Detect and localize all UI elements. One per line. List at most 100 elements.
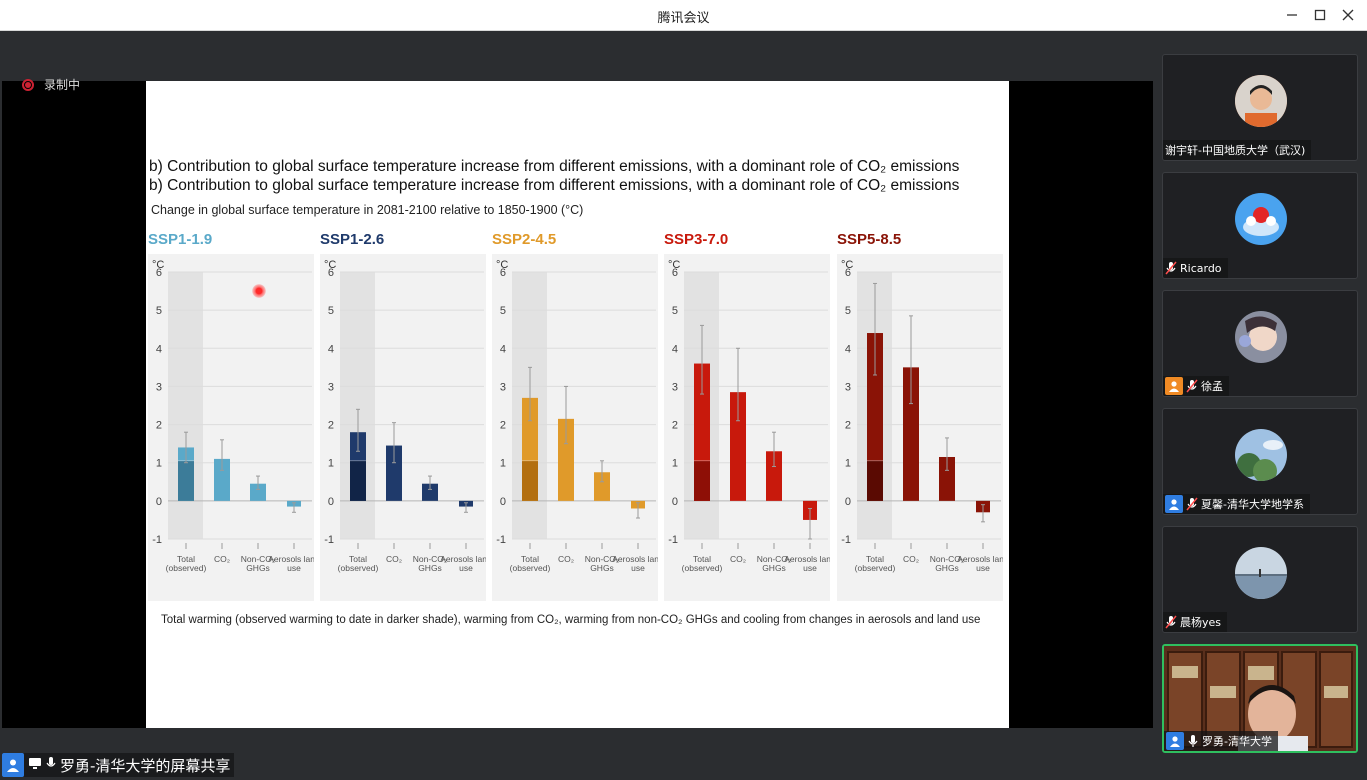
y-axis-unit: °C	[496, 259, 508, 271]
y-tick-label: 6	[845, 267, 851, 279]
maximize-button[interactable]	[1309, 4, 1331, 26]
y-tick-label: 0	[500, 496, 506, 508]
bar	[730, 392, 746, 501]
y-tick-label: -1	[496, 534, 506, 546]
y-tick-label: 2	[328, 420, 334, 432]
chart-title: SSP2-4.5	[492, 231, 557, 248]
chart-panel-ssp1-1-9: SSP1-1.9 °C -1 0 1 2 3 4 5 6 Total (observed) CO₂ No…	[148, 231, 314, 601]
participant-nametag: Ricardo	[1163, 258, 1228, 278]
y-tick-label: 1	[845, 458, 851, 470]
y-tick-label: 6	[500, 267, 506, 279]
x-tick-label: Non-CO₂ GHGs	[585, 554, 619, 573]
y-tick-label: 2	[845, 420, 851, 432]
y-axis-unit: °C	[668, 259, 680, 271]
x-tick-label: Total (observed)	[166, 554, 207, 573]
minimize-icon	[1287, 14, 1297, 16]
x-tick-label: Total (observed)	[338, 554, 379, 573]
participant-tile[interactable]: Ricardo	[1162, 172, 1358, 279]
x-tick-label: Total (observed)	[682, 554, 723, 573]
y-tick-label: 3	[672, 381, 678, 393]
y-tick-label: -1	[324, 534, 334, 546]
bar-observed-portion	[867, 460, 883, 501]
x-tick-label: Non-CO₂ GHGs	[241, 554, 275, 573]
y-tick-label: 1	[672, 458, 678, 470]
screen-share-label[interactable]: 罗勇-清华大学的屏幕共享	[2, 753, 235, 777]
y-tick-label: 5	[672, 305, 678, 317]
chart-plot: °C -1 0 1 2 3 4 5 6 Total (observed) CO₂ Non-CO₂ GHGs…	[837, 254, 1003, 601]
y-tick-label: 1	[500, 458, 506, 470]
bar-observed-portion	[522, 460, 538, 501]
mic-on-icon	[46, 756, 56, 774]
x-tick-label: CO₂	[730, 554, 746, 564]
y-tick-label: 0	[672, 496, 678, 508]
chart-title: SSP3-7.0	[664, 231, 729, 248]
y-tick-label: 4	[156, 343, 162, 355]
mic-muted-icon	[1165, 261, 1177, 275]
y-axis-unit: °C	[841, 259, 853, 271]
chart-plot: °C -1 0 1 2 3 4 5 6 Total (observed) CO₂ Non-CO₂ GHGs…	[320, 254, 486, 601]
minimize-button[interactable]	[1281, 4, 1303, 26]
chart-title: SSP1-1.9	[148, 231, 213, 248]
window-title-bar: 腾讯会议	[0, 0, 1367, 31]
y-tick-label: 1	[156, 458, 162, 470]
bar	[903, 367, 919, 501]
mic-on-icon	[1187, 734, 1199, 748]
avatar-landscape-icon	[1235, 429, 1287, 481]
y-tick-label: 6	[328, 267, 334, 279]
record-icon	[22, 78, 34, 91]
participant-sidebar[interactable]: 谢宇轩-中国地质大学（武汉) Ricardo 徐孟 夏馨-清华大学地学系	[1153, 31, 1367, 780]
bar-observed-portion	[178, 460, 194, 501]
chart-plot: °C -1 0 1 2 3 4 5 6 Total (observed) CO₂ Non-CO₂ GHGs…	[492, 254, 658, 601]
mic-muted-icon	[1186, 497, 1198, 511]
y-tick-label: 5	[156, 305, 162, 317]
bar	[386, 445, 402, 501]
screen-share-owner: 罗勇-清华大学的屏幕共享	[60, 756, 231, 775]
bar	[594, 472, 610, 501]
y-tick-label: 6	[156, 267, 162, 279]
participant-tile[interactable]: 晨杨yes	[1162, 526, 1358, 633]
slide-heading-duplicate: b) Contribution to global surface temper…	[149, 177, 960, 194]
x-tick-label: Total (observed)	[855, 554, 896, 573]
chart-panel-ssp5-8-5: SSP5-8.5 °C -1 0 1 2 3 4 5 6 Total (observed) CO₂ No…	[837, 231, 1003, 601]
y-tick-label: 3	[845, 381, 851, 393]
participant-nametag: 夏馨-清华大学地学系	[1163, 494, 1310, 514]
participant-nametag: 晨杨yes	[1163, 612, 1228, 632]
window-title: 腾讯会议	[657, 11, 710, 26]
participant-tile-speaking[interactable]: 罗勇-清华大学	[1162, 644, 1358, 753]
y-tick-label: 6	[672, 267, 678, 279]
close-icon	[1342, 9, 1354, 21]
y-tick-label: 1	[328, 458, 334, 470]
x-tick-label: CO₂	[214, 554, 230, 564]
recording-label: 录制中	[44, 78, 81, 92]
participant-tile[interactable]: 徐孟	[1162, 290, 1358, 397]
shared-slide: b) Contribution to global surface temper…	[146, 81, 1009, 728]
x-tick-label: CO₂	[903, 554, 919, 564]
avatar	[1235, 547, 1287, 599]
y-tick-label: 2	[156, 420, 162, 432]
y-tick-label: 2	[672, 420, 678, 432]
x-tick-label: CO₂	[386, 554, 402, 564]
avatar	[1235, 311, 1287, 363]
laser-pointer	[252, 284, 266, 298]
close-button[interactable]	[1337, 4, 1359, 26]
recording-indicator[interactable]: 录制中	[22, 76, 80, 93]
participant-tile[interactable]: 谢宇轩-中国地质大学（武汉)	[1162, 54, 1358, 161]
y-tick-label: 3	[500, 381, 506, 393]
y-tick-label: 5	[845, 305, 851, 317]
y-tick-label: 0	[328, 496, 334, 508]
avatar	[1235, 193, 1287, 245]
participant-name: 罗勇-清华大学	[1202, 735, 1272, 748]
bar	[939, 456, 955, 501]
participant-name: 徐孟	[1201, 380, 1223, 393]
cohost-user-icon	[1165, 377, 1183, 395]
x-tick-label: Total (observed)	[510, 554, 551, 573]
bar-observed-portion	[694, 460, 710, 501]
mic-muted-icon	[1165, 615, 1177, 629]
participant-tile[interactable]: 夏馨-清华大学地学系	[1162, 408, 1358, 515]
y-tick-label: 3	[156, 381, 162, 393]
chart-title: SSP1-2.6	[320, 231, 385, 248]
